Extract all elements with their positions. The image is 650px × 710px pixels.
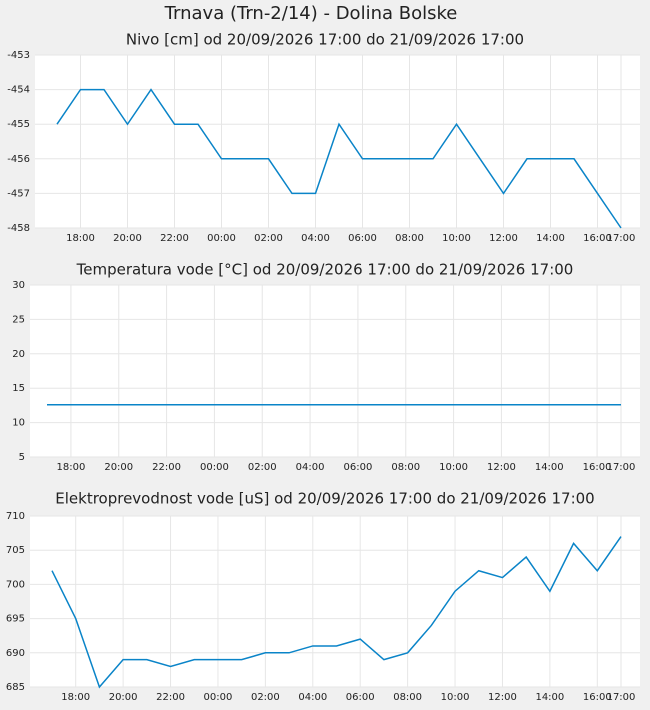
y-tick-label: 5	[19, 452, 25, 463]
y-tick-label: 695	[6, 614, 25, 625]
x-tick-label: 18:00	[66, 233, 95, 244]
x-tick-label: 10:00	[439, 462, 468, 473]
y-tick-label: 700	[6, 579, 25, 590]
x-tick-label: 22:00	[160, 233, 189, 244]
y-tick-label: 10	[12, 418, 25, 429]
x-tick-label: 02:00	[248, 462, 277, 473]
x-tick-label: 12:00	[487, 462, 516, 473]
x-tick-label: 06:00	[344, 462, 373, 473]
x-tick-label: 18:00	[61, 692, 90, 703]
x-tick-label: 20:00	[109, 692, 138, 703]
x-tick-label: 12:00	[488, 692, 517, 703]
x-tick-label: 14:00	[536, 233, 565, 244]
x-tick-label: 08:00	[391, 462, 420, 473]
x-tick-label: 04:00	[298, 692, 327, 703]
y-tick-label: 710	[6, 511, 25, 522]
y-tick-label: -457	[7, 188, 30, 199]
x-tick-label: 18:00	[57, 462, 86, 473]
chart-subtitle: Nivo [cm] od 20/09/2026 17:00 do 21/09/2…	[126, 31, 524, 49]
data-line	[56, 88, 622, 229]
x-tick-label: 16:00	[583, 462, 612, 473]
x-tick-label: 17:00	[607, 233, 636, 244]
chart-subtitle: Temperatura vode [°C] od 20/09/2026 17:0…	[76, 261, 574, 279]
x-tick-label: 06:00	[346, 692, 375, 703]
x-tick-label: 22:00	[152, 462, 181, 473]
x-tick-label: 10:00	[442, 233, 471, 244]
x-tick-label: 04:00	[301, 233, 330, 244]
x-tick-label: 10:00	[441, 692, 470, 703]
x-tick-label: 00:00	[200, 462, 229, 473]
x-tick-label: 00:00	[204, 692, 233, 703]
x-tick-label: 02:00	[251, 692, 280, 703]
x-tick-label: 08:00	[393, 692, 422, 703]
x-tick-label: 16:00	[583, 692, 612, 703]
y-tick-label: -453	[7, 50, 30, 61]
chart-subtitle: Elektroprevodnost vode [uS] od 20/09/202…	[55, 490, 594, 508]
x-tick-label: 08:00	[395, 233, 424, 244]
x-tick-label: 12:00	[489, 233, 518, 244]
plot-area	[30, 516, 640, 687]
x-tick-label: 17:00	[607, 462, 636, 473]
y-tick-label: 15	[12, 383, 25, 394]
y-tick-label: 705	[6, 545, 25, 556]
x-tick-label: 06:00	[348, 233, 377, 244]
y-tick-label: -454	[7, 85, 30, 96]
x-tick-label: 00:00	[207, 233, 236, 244]
plot-area	[30, 285, 640, 457]
plot-area	[35, 55, 640, 228]
y-tick-label: 20	[12, 349, 25, 360]
page-title: Trnava (Trn-2/14) - Dolina Bolske	[164, 3, 458, 24]
x-tick-label: 20:00	[113, 233, 142, 244]
y-tick-label: 685	[6, 682, 25, 693]
y-tick-label: -456	[7, 154, 30, 165]
y-tick-label: 690	[6, 648, 25, 659]
y-tick-label: -458	[7, 223, 30, 234]
x-tick-label: 17:00	[607, 692, 636, 703]
y-tick-label: 25	[12, 314, 25, 325]
x-tick-label: 20:00	[104, 462, 133, 473]
x-tick-label: 14:00	[535, 692, 564, 703]
y-tick-label: -455	[7, 119, 30, 130]
x-tick-label: 02:00	[254, 233, 283, 244]
x-tick-label: 16:00	[583, 233, 612, 244]
data-line	[51, 536, 622, 689]
x-tick-label: 14:00	[535, 462, 564, 473]
y-tick-label: 30	[12, 280, 25, 291]
x-tick-label: 04:00	[296, 462, 325, 473]
x-tick-label: 22:00	[156, 692, 185, 703]
